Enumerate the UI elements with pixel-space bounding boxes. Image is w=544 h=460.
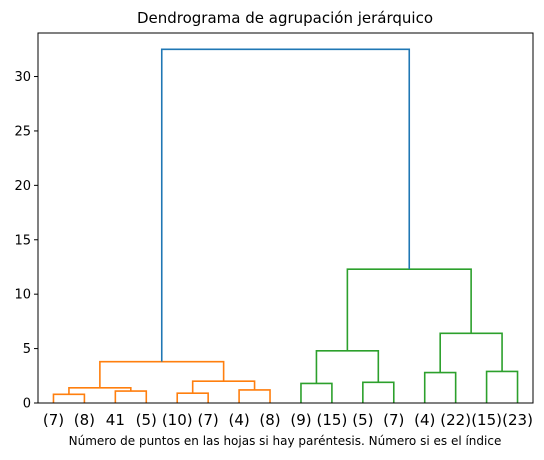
y-tick-label: 20 bbox=[14, 179, 31, 194]
y-tick-label: 0 bbox=[23, 397, 31, 412]
dendrogram-link-8 bbox=[362, 381, 395, 403]
chart-title: Dendrograma de agrupación jerárquico bbox=[137, 9, 433, 27]
y-tick-label: 30 bbox=[14, 70, 31, 85]
leaf-label: (5) bbox=[136, 411, 157, 429]
x-axis: (7) (8) 41 (5) (10) (7) (4) (8) (9) (15) (5) (7) (4)… bbox=[43, 411, 533, 429]
dendrogram-links bbox=[52, 48, 519, 403]
leaf-label: (22) bbox=[440, 411, 471, 429]
dendrogram-link-0 bbox=[52, 393, 86, 403]
dendrogram-link-12 bbox=[439, 332, 503, 373]
leaf-label: (4) bbox=[228, 411, 249, 429]
x-axis-label: Número de puntos en las hojas si hay par… bbox=[69, 434, 502, 448]
leaf-label: (4) bbox=[414, 411, 435, 429]
dendrogram-link-4 bbox=[238, 389, 271, 403]
dendrogram-link-14 bbox=[160, 48, 411, 362]
y-axis: 0 5 10 15 20 25 30 bbox=[14, 70, 38, 412]
dendrogram-link-2 bbox=[68, 386, 132, 395]
y-tick-label: 10 bbox=[14, 288, 31, 303]
dendrogram-link-7 bbox=[300, 382, 333, 403]
dendrogram-link-6 bbox=[99, 360, 225, 388]
leaf-label: (9) bbox=[290, 411, 311, 429]
leaf-label: (7) bbox=[198, 411, 219, 429]
y-tick-label: 25 bbox=[14, 124, 31, 139]
leaf-label: (23) bbox=[502, 411, 533, 429]
leaf-label: (7) bbox=[43, 411, 64, 429]
dendrogram-link-9 bbox=[315, 349, 380, 384]
leaf-label: (15) bbox=[317, 411, 348, 429]
y-tick-label: 5 bbox=[23, 342, 31, 357]
dendrogram-link-3 bbox=[176, 392, 209, 403]
y-tick-label: 15 bbox=[14, 233, 31, 248]
dendrogram-link-5 bbox=[191, 380, 256, 394]
leaf-label: (8) bbox=[74, 411, 95, 429]
leaf-label: (7) bbox=[383, 411, 404, 429]
dendrogram-link-1 bbox=[114, 390, 148, 403]
leaf-label: (10) bbox=[162, 411, 193, 429]
leaf-label: (15) bbox=[471, 411, 502, 429]
dendrogram-link-13 bbox=[346, 268, 472, 351]
dendrogram-link-11 bbox=[485, 370, 519, 403]
dendrogram-link-10 bbox=[423, 371, 457, 403]
plot-frame bbox=[37, 32, 534, 404]
leaf-label: (5) bbox=[352, 411, 373, 429]
leaf-label: (8) bbox=[259, 411, 280, 429]
leaf-label: 41 bbox=[106, 411, 125, 429]
